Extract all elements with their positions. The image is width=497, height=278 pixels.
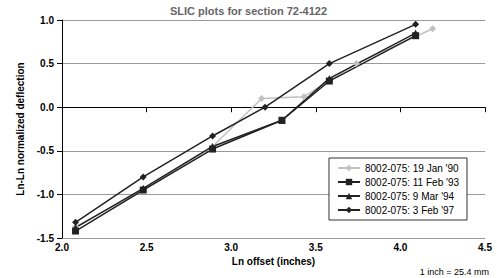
svg-text:0.5: 0.5 [40, 58, 54, 69]
svg-text:4.5: 4.5 [478, 242, 492, 253]
svg-text:8002-075: 11 Feb '93: 8002-075: 11 Feb '93 [365, 177, 459, 188]
svg-text:1 inch = 25.4 mm: 1 inch = 25.4 mm [420, 267, 489, 277]
svg-text:Ln-Ln normalized deflection: Ln-Ln normalized deflection [15, 62, 26, 195]
svg-text:2.0: 2.0 [55, 242, 69, 253]
svg-text:0.0: 0.0 [40, 102, 54, 113]
svg-text:8002-075: 9 Mar '94: 8002-075: 9 Mar '94 [365, 191, 455, 202]
svg-text:-0.5: -0.5 [37, 145, 55, 156]
svg-text:Ln offset (inches): Ln offset (inches) [232, 256, 315, 267]
svg-text:3.0: 3.0 [224, 242, 238, 253]
svg-text:-1.0: -1.0 [37, 189, 55, 200]
svg-text:8002-075: 19 Jan '90: 8002-075: 19 Jan '90 [365, 163, 459, 174]
svg-text:2.5: 2.5 [140, 242, 154, 253]
svg-text:4.0: 4.0 [393, 242, 407, 253]
svg-text:-1.5: -1.5 [37, 233, 55, 244]
svg-text:SLIC plots for section 72-4122: SLIC plots for section 72-4122 [170, 5, 327, 17]
svg-text:1.0: 1.0 [40, 15, 54, 26]
svg-text:8002-075: 3 Feb '97: 8002-075: 3 Feb '97 [365, 205, 455, 216]
svg-text:3.5: 3.5 [309, 242, 323, 253]
